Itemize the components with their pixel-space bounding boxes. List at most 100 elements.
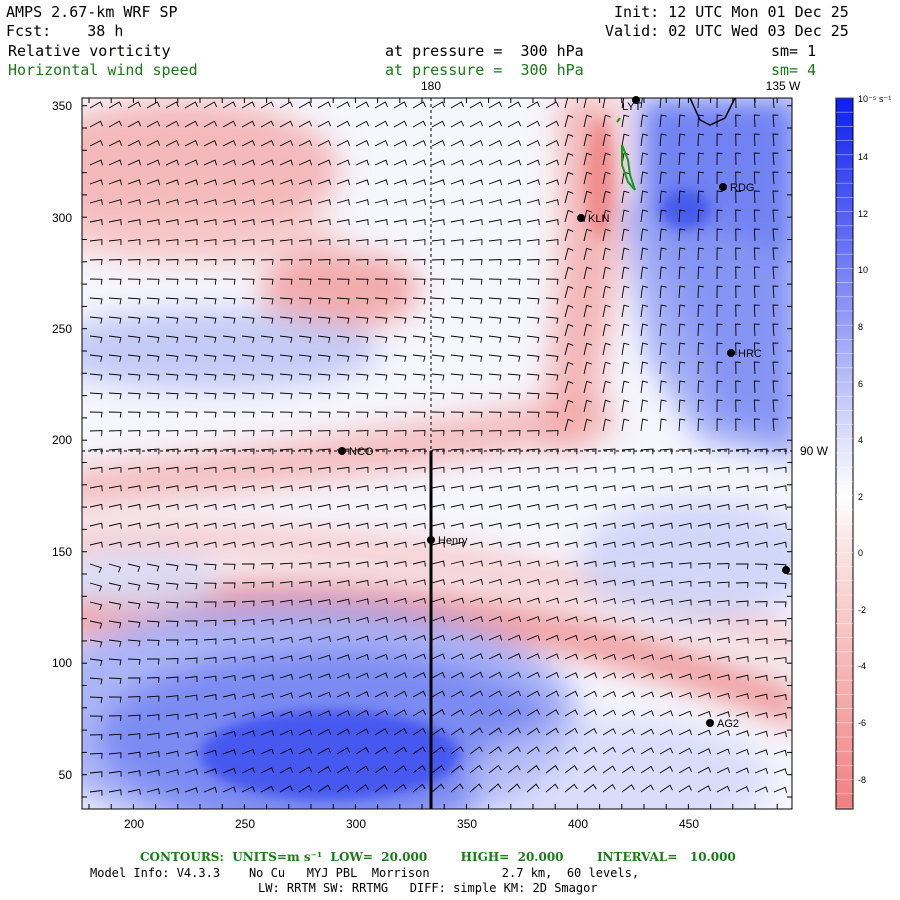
wind-barb: [583, 247, 593, 261]
wind-barb: [374, 709, 389, 717]
wind-barb: [127, 601, 141, 610]
wind-barb: [279, 392, 293, 400]
wind-barb: [640, 485, 654, 492]
wind-barb: [279, 785, 294, 793]
wind-barb: [355, 179, 370, 186]
wind-barb: [203, 768, 218, 775]
wind-barb: [640, 114, 649, 128]
wind-barb: [431, 560, 445, 567]
wind-barb: [355, 503, 369, 510]
wind-barb: [298, 392, 312, 400]
wind-barb: [735, 209, 742, 223]
wind-barb: [146, 714, 160, 721]
wind-barb: [564, 616, 579, 623]
wind-barb: [697, 562, 711, 569]
wind-barb: [279, 139, 294, 147]
wind-barb: [355, 765, 369, 774]
wind-barb: [241, 316, 255, 324]
wind-barb: [735, 247, 742, 261]
wind-barb: [108, 733, 122, 740]
wind-barb: [488, 297, 502, 305]
wind-barb: [697, 466, 711, 473]
station-rdg: RDG: [719, 182, 754, 194]
wind-barb: [108, 448, 122, 455]
wind-barb: [640, 399, 649, 413]
wind-barb: [773, 601, 787, 608]
wind-barb: [754, 541, 768, 548]
forecast-hour: Fcst: 38 h: [6, 22, 124, 40]
wind-barb: [507, 259, 521, 265]
wind-barb: [564, 418, 574, 432]
wind-barb: [165, 676, 179, 683]
wind-barb: [260, 637, 274, 644]
wind-barb: [564, 746, 578, 755]
wind-barb: [146, 373, 160, 381]
wind-barb: [165, 392, 179, 400]
wind-barb: [298, 599, 312, 606]
field2-name: Horizontal wind speed: [8, 61, 198, 79]
wind-barb: [640, 133, 649, 147]
wind-barb: [640, 98, 643, 109]
wind-barb: [412, 783, 426, 793]
wind-barb: [260, 448, 274, 455]
wind-barb: [716, 228, 723, 242]
wind-barb: [773, 675, 787, 682]
wind-barb: [298, 219, 312, 226]
wind-barb: [507, 199, 521, 206]
wind-barb: [507, 746, 521, 755]
wind-barb: [412, 219, 426, 226]
wind-barb: [146, 392, 160, 400]
wind-barb: [507, 373, 521, 381]
wind-barb: [127, 259, 141, 265]
wind-barb: [279, 541, 293, 548]
wind-barb: [260, 485, 274, 492]
wind-barb: [773, 749, 787, 756]
wind-barb: [431, 354, 445, 362]
station-ag2: AG2: [706, 718, 739, 730]
wind-barb: [298, 448, 312, 455]
wind-barb: [241, 600, 255, 607]
wind-barb: [507, 541, 521, 548]
wind-barb: [203, 541, 217, 548]
wind-barb: [298, 766, 313, 774]
wind-barb: [203, 259, 217, 265]
wind-barb: [393, 259, 407, 265]
wind-barb: [621, 285, 630, 299]
wind-barb: [583, 399, 593, 413]
wind-barb: [507, 278, 521, 285]
wind-barb: [469, 411, 483, 418]
wind-barb: [241, 120, 256, 128]
wind-barb: [298, 580, 312, 587]
wind-barb: [165, 199, 179, 206]
wind-barb: [355, 653, 370, 661]
wind-barb: [772, 361, 779, 375]
wind-barb: [735, 171, 742, 185]
wind-barb: [165, 582, 179, 590]
wind-barb: [602, 522, 616, 529]
wind-barb: [336, 411, 350, 418]
wind-barb: [317, 179, 332, 186]
wind-barb: [89, 601, 103, 611]
wind-barb: [336, 784, 350, 793]
wind-barb: [640, 580, 654, 587]
wind-barb: [488, 448, 502, 455]
wind-barb: [146, 239, 160, 246]
wind-barb: [393, 597, 407, 604]
wind-barb: [678, 304, 686, 318]
wind-barb: [412, 690, 427, 698]
station-label: LYT: [622, 101, 642, 113]
wind-barb: [621, 399, 630, 413]
wind-barb: [108, 639, 122, 647]
wind-barb: [336, 159, 351, 166]
wind-barb: [507, 239, 521, 246]
wind-barb: [298, 617, 312, 624]
wind-barb: [241, 563, 255, 570]
wind-barb: [735, 730, 750, 737]
wind-barb: [735, 323, 742, 337]
wind-barb: [526, 466, 540, 473]
wind-barb: [754, 522, 768, 529]
wind-barb: [602, 653, 617, 660]
wind-barb: [317, 580, 331, 587]
wind-barb: [317, 316, 331, 324]
wind-barb: [317, 710, 332, 717]
